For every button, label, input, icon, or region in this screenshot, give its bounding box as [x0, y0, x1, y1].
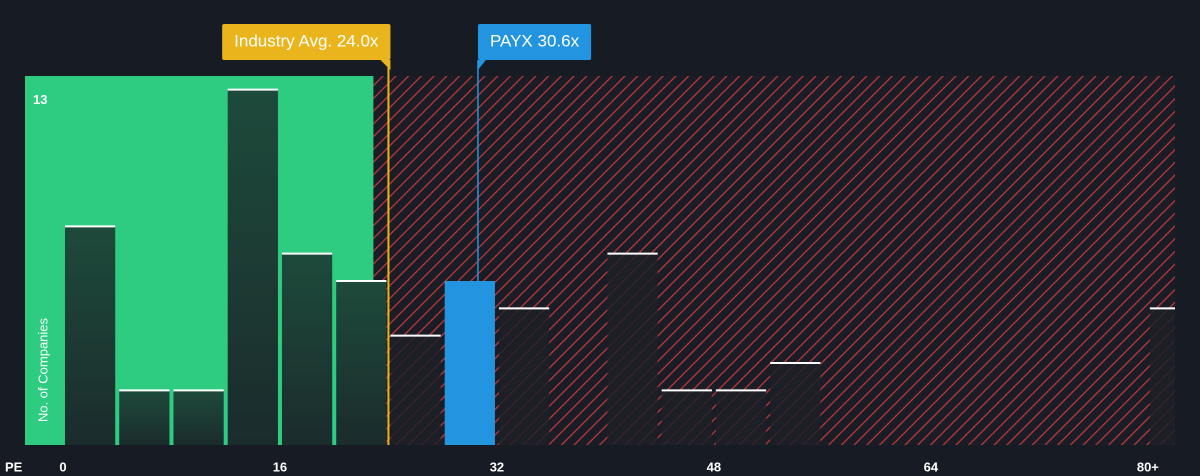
x-tick-label: 64: [924, 459, 939, 474]
x-tick-label: 80+: [1137, 459, 1159, 474]
bar: [227, 89, 278, 446]
x-tick-label: 32: [490, 459, 504, 474]
bar: [444, 281, 495, 445]
bar: [390, 335, 441, 445]
annotation-label: Industry Avg. 24.0x: [234, 31, 379, 50]
bar: [281, 253, 333, 445]
x-tick-label: 16: [273, 459, 287, 474]
x-axis-label: PE: [5, 459, 23, 474]
bar: [64, 226, 116, 445]
y-axis-label: No. of Companies: [35, 317, 50, 422]
annotation-box: [222, 24, 391, 60]
bar: [336, 281, 387, 445]
bar: [607, 253, 658, 445]
annotation-pointer: [380, 60, 391, 70]
annotation-pointer: [477, 60, 486, 70]
x-tick-label: 0: [59, 459, 66, 474]
x-tick-label: 48: [707, 459, 721, 474]
bar: [173, 390, 224, 445]
bar: [770, 363, 821, 445]
annotation-label: PAYX 30.6x: [490, 31, 580, 50]
y-tick-label: 13: [33, 92, 47, 107]
bar: [498, 308, 550, 445]
bar: [119, 390, 170, 445]
bar: [715, 390, 767, 445]
annotation-box: [477, 24, 592, 60]
bar: [1149, 308, 1175, 445]
bar: [661, 390, 712, 445]
